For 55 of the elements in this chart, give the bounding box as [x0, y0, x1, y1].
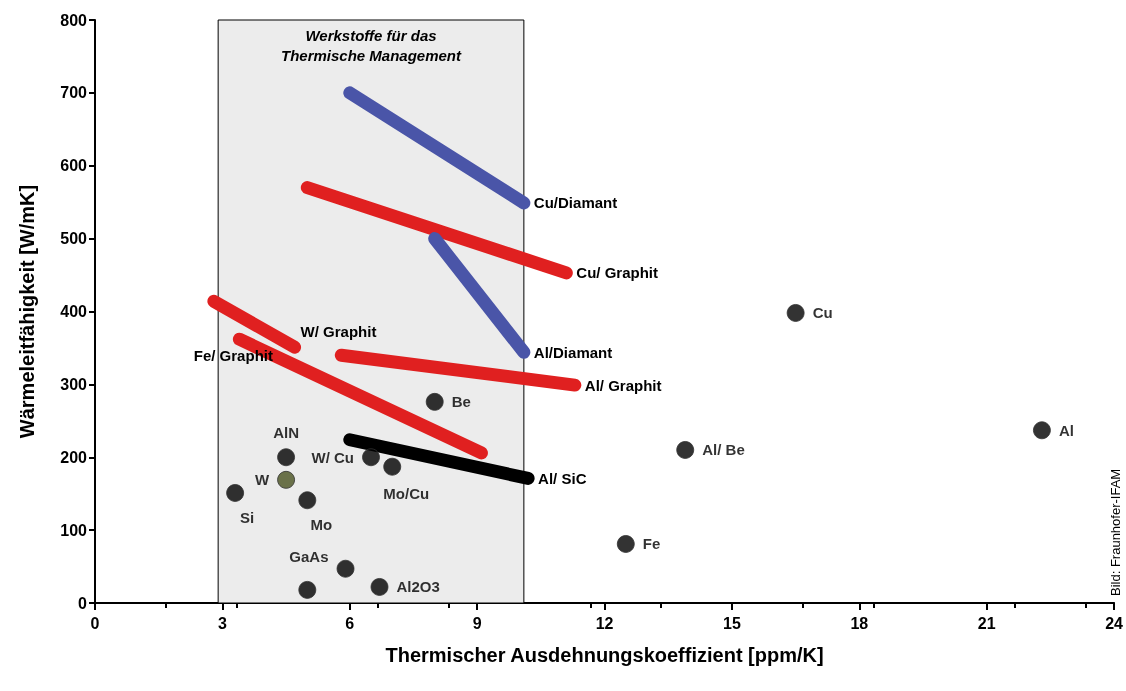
x-tick-label: 9: [472, 614, 482, 632]
x-tick-label: 0: [90, 614, 100, 632]
series-label: Al/Diamant: [533, 343, 613, 361]
y-tick-label: 100: [60, 521, 88, 539]
series-label: W/ Graphit: [300, 322, 377, 340]
y-tick-label: 300: [60, 375, 88, 393]
point: [786, 303, 805, 322]
point: [277, 448, 296, 467]
series-label: Al/ Be: [702, 441, 745, 459]
series-label: Al/ SiC: [538, 469, 587, 487]
series-label: GaAs: [289, 548, 329, 566]
point: [383, 457, 402, 476]
series-label: Al: [1058, 421, 1074, 439]
series-label: Mo: [310, 516, 333, 534]
point: [1032, 421, 1051, 440]
series-label: Be: [451, 393, 471, 411]
x-tick-label: 15: [723, 614, 741, 632]
x-tick-label: 18: [850, 614, 869, 632]
series-label: Cu/Diamant: [533, 194, 618, 212]
x-tick-label: 12: [595, 614, 614, 632]
series-label: W: [254, 471, 270, 489]
annotation: Bild: Fraunhofer-IFAM: [1108, 468, 1123, 596]
series-label: Al/ Graphit: [584, 376, 662, 394]
point: [298, 491, 317, 510]
y-tick-label: 700: [60, 84, 88, 102]
series-label: AlN: [273, 424, 299, 442]
y-tick-label: 600: [60, 157, 88, 175]
y-axis-title: Wärmeleitfähigkeit [W/mK]: [16, 184, 38, 439]
y-tick-label: 0: [78, 594, 88, 612]
point: [616, 534, 635, 553]
band-label: Werkstoffe für das Thermische Management: [280, 27, 463, 64]
series-label: Cu/ Graphit: [576, 264, 659, 282]
series-label: Cu: [812, 304, 833, 322]
series-label: Fe: [642, 535, 661, 553]
point: [226, 483, 245, 502]
point: [298, 580, 317, 599]
series-label: Mo/Cu: [383, 484, 430, 502]
point: [362, 448, 381, 467]
y-tick-label: 800: [60, 11, 88, 29]
series-label: W/ Cu: [311, 448, 355, 466]
point: [676, 440, 695, 459]
y-tick-label: 400: [60, 303, 88, 320]
y-tick-label: 500: [60, 230, 88, 248]
x-tick-label: 3: [217, 614, 227, 632]
x-tick-label: 24: [1105, 614, 1124, 632]
y-tick-label: 200: [60, 448, 88, 466]
x-tick-label: 21: [977, 614, 996, 632]
x-axis-title: Thermischer Ausdehnungskoeffizient [ppm/K]: [385, 644, 824, 666]
point: [336, 559, 355, 578]
point: [277, 470, 296, 489]
point: [425, 392, 444, 411]
series-label: Al2O3: [396, 578, 440, 596]
x-tick-label: 6: [345, 614, 355, 632]
series-label: Si: [240, 508, 255, 526]
point: [370, 577, 389, 596]
